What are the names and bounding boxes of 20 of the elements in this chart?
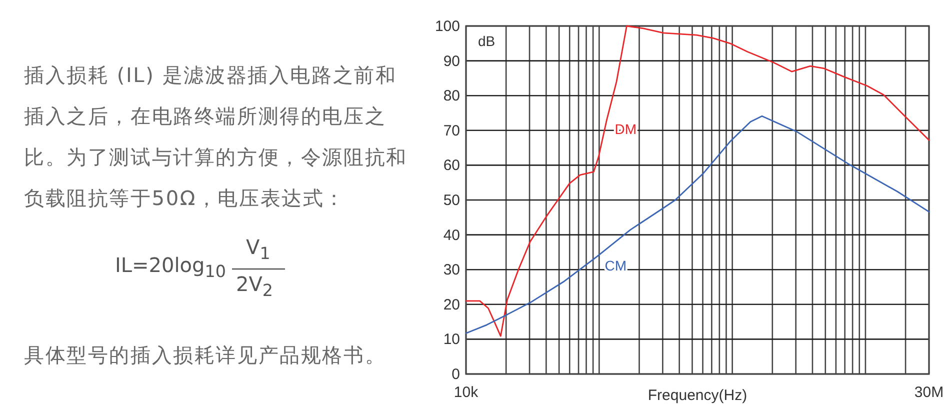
y-tick-label: 30	[443, 262, 460, 279]
x-tick-label: 10k	[454, 384, 479, 401]
y-tick-label: 90	[443, 52, 460, 70]
y-tick-label: 10	[443, 331, 460, 348]
y-tick-label: 80	[443, 88, 460, 105]
y-tick-label: 50	[443, 192, 460, 209]
x-axis-title: Frequency(Hz)	[648, 387, 748, 404]
text: 2V$_{2}$	[236, 272, 274, 300]
y-tick-label: 100	[434, 18, 460, 35]
text: 插入损耗 (IL) 是滤波器插入电路之前和插入之后，在电路终端所测得的电压之比。为了测试与计算的方便，令源阻抗和负载阻抗等于50Ω，电压表达式：	[24, 62, 408, 212]
text: 具体型号的插入损耗详见产品规格书。	[24, 342, 388, 369]
x-tick-label: 30M	[914, 384, 944, 401]
text: IL=20log$_{10}$	[115, 253, 226, 281]
text: V$_{1}$	[246, 235, 270, 263]
y-tick-label: 0	[452, 366, 460, 383]
y-tick-label: 40	[443, 226, 460, 244]
y-tick-label: 60	[443, 157, 460, 174]
y-tick-label: 20	[443, 296, 460, 314]
y-axis-title: dB	[478, 33, 496, 49]
y-tick-label: 70	[443, 122, 460, 140]
